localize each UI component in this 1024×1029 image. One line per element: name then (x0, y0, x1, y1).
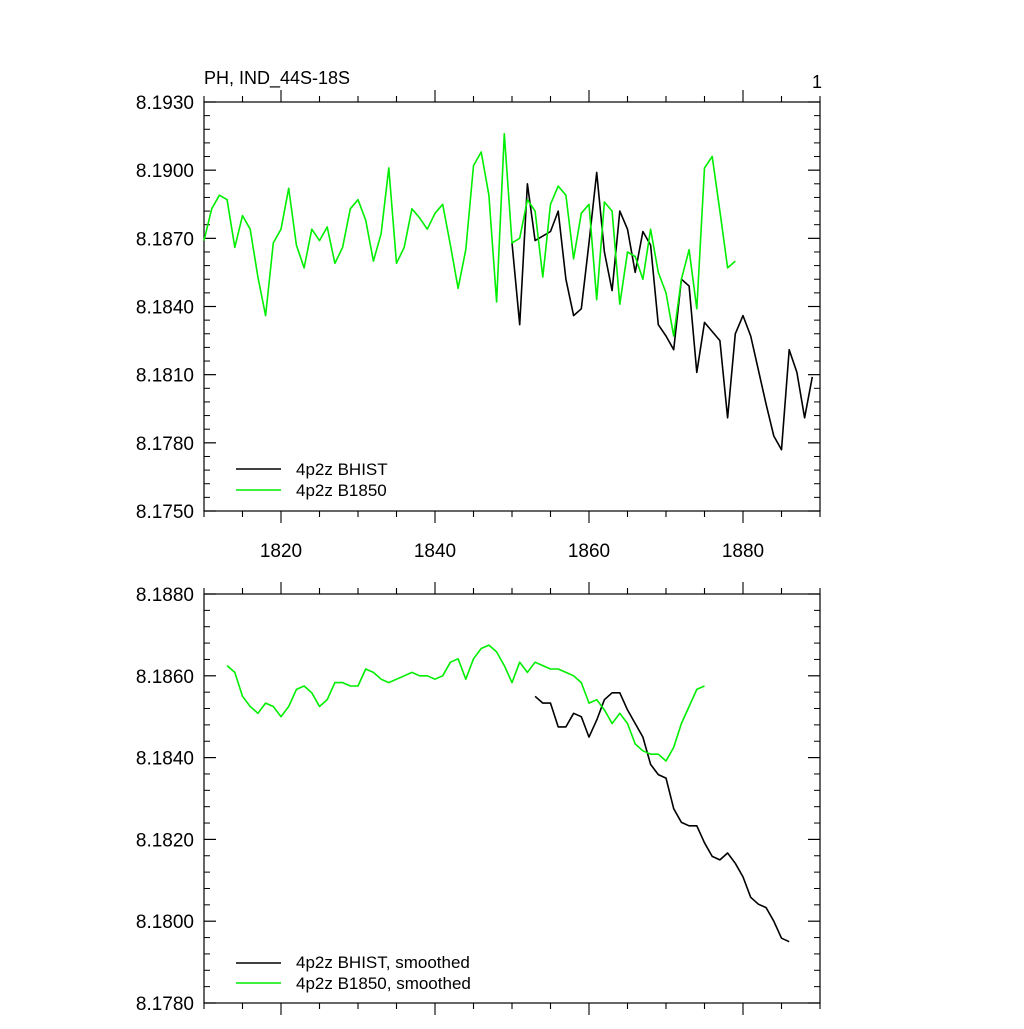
axes-frame: 8.1750 8.1780 8.1810 8.1840 8.1870 8.1900 8.19… (136, 90, 821, 562)
chart-title: PH, IND_44S-18S (204, 68, 350, 89)
x-tick-label: 1860 (568, 541, 610, 562)
y-tick-label: 8.1780 (136, 994, 194, 1015)
plot-frame (203, 593, 821, 1004)
legend-label-b1850: 4p2z B1850 (296, 481, 387, 500)
legend: 4p2z BHIST 4p2z B1850 (236, 460, 388, 500)
panel-smoothed: 8.1780 8.1800 8.1820 8.1840 8.1860 8.1880 4p2… (136, 582, 821, 1015)
y-tick-label: 8.1860 (136, 667, 194, 688)
y-tick-label: 8.1780 (136, 434, 194, 455)
axes-frame: 8.1780 8.1800 8.1820 8.1840 8.1860 8.1880 (136, 582, 821, 1015)
series-line-b1850 (203, 133, 736, 337)
series-layer (226, 644, 790, 943)
series-line-bhist (534, 691, 790, 943)
series-line-b1850 (226, 644, 705, 762)
y-tick-label: 8.1800 (136, 912, 194, 933)
panel-number: 1 (812, 72, 822, 92)
legend-label-bhist: 4p2z BHIST, smoothed (296, 953, 470, 972)
y-tick-label: 8.1750 (136, 502, 194, 523)
series-line-bhist (511, 171, 814, 451)
legend-label-bhist: 4p2z BHIST (296, 460, 388, 479)
x-tick-label: 1880 (722, 541, 764, 562)
x-tick-label: 1840 (414, 541, 456, 562)
plot-frame (203, 101, 821, 512)
x-tick-label: 1820 (260, 541, 302, 562)
panel-raw: PH, IND_44S-18S 1 8.1750 8.1780 8.1810 8.18… (136, 68, 822, 562)
y-tick-label: 8.1840 (136, 298, 194, 319)
y-tick-label: 8.1880 (136, 585, 194, 606)
legend: 4p2z BHIST, smoothed 4p2z B1850, smoothe… (236, 953, 471, 993)
y-tick-label: 8.1900 (136, 161, 194, 182)
y-tick-label: 8.1810 (136, 366, 194, 387)
series-layer (203, 133, 814, 451)
y-tick-label: 8.1820 (136, 830, 194, 851)
y-tick-label: 8.1870 (136, 229, 194, 250)
y-tick-label: 8.1840 (136, 749, 194, 770)
y-tick-label: 8.1930 (136, 93, 194, 114)
legend-label-b1850: 4p2z B1850, smoothed (296, 974, 471, 993)
